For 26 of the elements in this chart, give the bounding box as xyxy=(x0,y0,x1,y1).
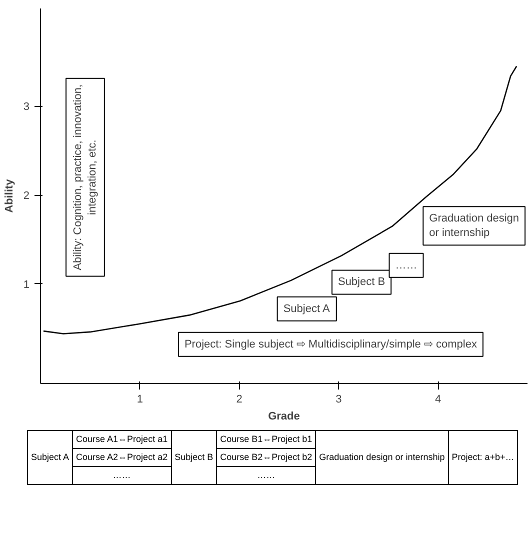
text: Subject B xyxy=(171,430,217,484)
y-tick-label: 3 xyxy=(23,101,30,114)
x-tick-label: 3 xyxy=(336,394,342,406)
text: …… xyxy=(72,466,172,484)
y-tick-label: 2 xyxy=(23,190,30,202)
text: Course B2⇔Project b2 xyxy=(216,448,316,466)
text: Subject A xyxy=(28,430,73,484)
text: Course A1⇔Project a1 xyxy=(72,430,172,448)
x-tick-label: 2 xyxy=(236,394,242,406)
annotation: Ability: Cognition, practice, innovation, integration, etc. xyxy=(72,84,98,270)
y-axis-title: Ability xyxy=(3,178,16,213)
annotation: Project: Single subject ⇨ Multidisciplinary/simple ⇨ complex xyxy=(184,338,478,350)
text: …… xyxy=(216,466,316,484)
annotation: Graduation design or internship xyxy=(429,212,520,240)
x-tick-label: 4 xyxy=(434,394,442,406)
annotation: Subject A xyxy=(283,302,330,315)
annotation: Subject B xyxy=(338,276,386,288)
text: Course B1⇔Project b1 xyxy=(216,430,316,448)
annotation: …… xyxy=(395,259,418,272)
x-tick-label: 1 xyxy=(136,394,143,406)
y-tick-label: 1 xyxy=(23,278,30,291)
line-series xyxy=(42,66,518,334)
x-axis-title: Grade xyxy=(268,410,300,422)
text: Course A2⇔Project a2 xyxy=(72,448,172,466)
text: Project: a+b+… xyxy=(448,430,518,484)
text: Graduation design or internship xyxy=(316,430,448,484)
